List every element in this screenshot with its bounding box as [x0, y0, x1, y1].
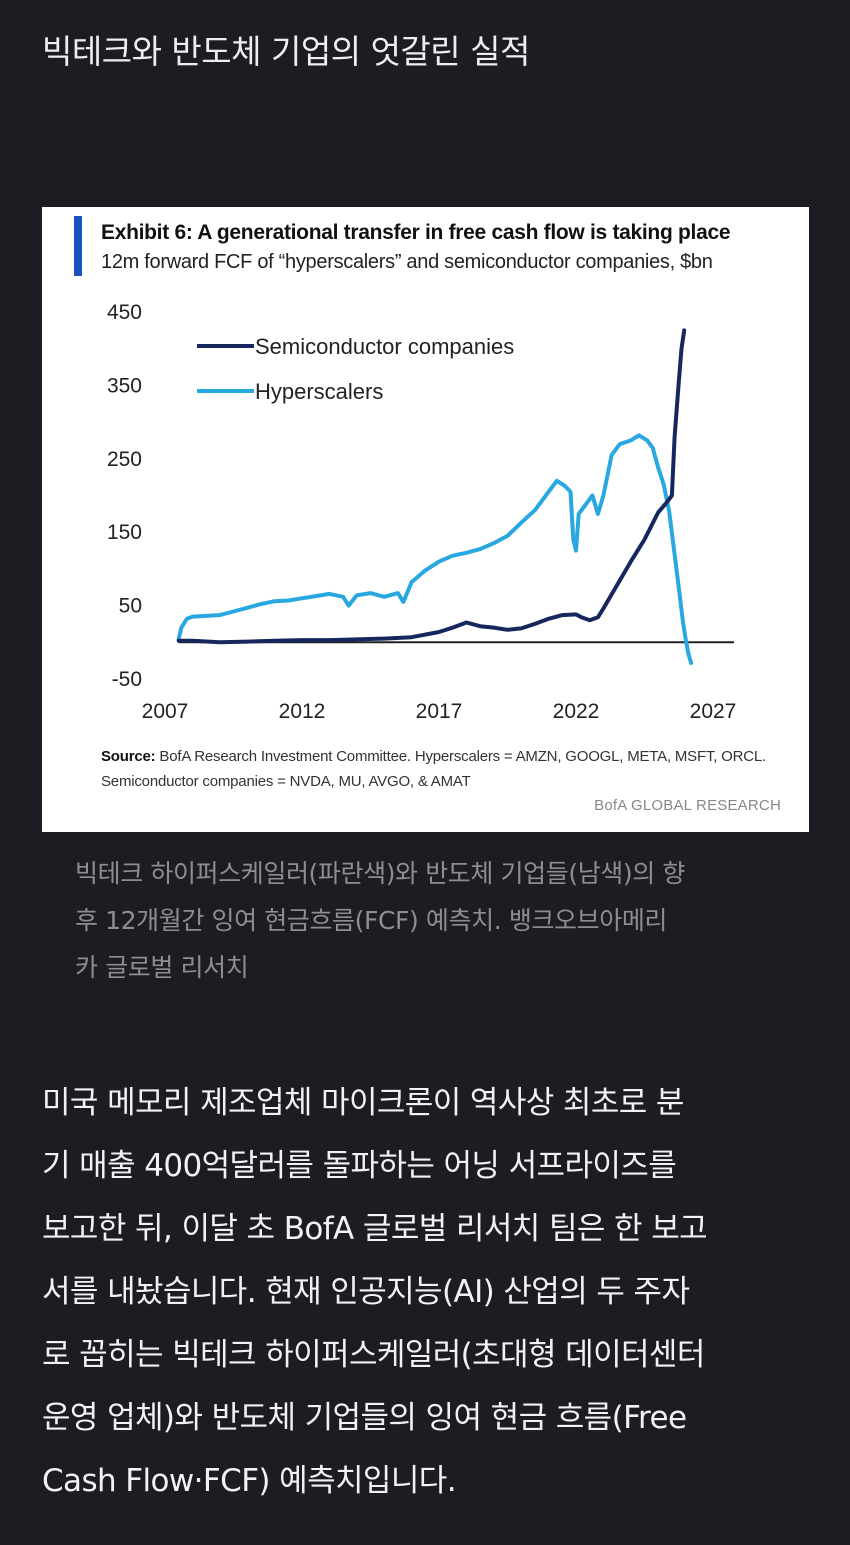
x-tick-label: 2022: [553, 700, 600, 723]
article-headline: 빅테크와 반도체 기업의 엇갈린 실적: [42, 32, 530, 71]
y-tick-label: 250: [107, 448, 142, 471]
chart-image: Exhibit 6: A generational transfer in fr…: [42, 207, 809, 832]
legend-label: Semiconductor companies: [255, 334, 514, 359]
body-line: 보고한 뒤, 이달 초 BofA 글로벌 리서치 팀은 한 보고: [42, 1211, 708, 1247]
article-body: 미국 메모리 제조업체 마이크론이 역사상 최초로 분 기 매출 400억달러를…: [42, 1072, 832, 1513]
source-label: Source:: [101, 748, 156, 765]
y-tick-label: 150: [107, 521, 142, 544]
x-tick-label: 2027: [690, 700, 737, 723]
series-layer: [176, 328, 694, 665]
x-axis-ticks: 2007 2012 2017 2022 2027: [142, 700, 737, 723]
x-tick-label: 2007: [142, 700, 189, 723]
series-line-semiconductor: [176, 328, 687, 645]
body-line: Cash Flow·FCF) 예측치입니다.: [42, 1463, 457, 1499]
line-chart: 450 350 250 150 50 -50 2007 2012 2017 2022 2027 S…: [107, 301, 737, 723]
source-line-1: BofA Research Investment Committee. Hype…: [159, 748, 767, 765]
body-line: 서를 내놨습니다. 현재 인공지능(AI) 산업의 두 주자: [42, 1274, 690, 1310]
caption-line: 후 12개월간 잉여 현금흐름(FCF) 예측치. 뱅크오브아메리: [75, 906, 668, 935]
body-line: 운영 업체)와 반도체 기업들의 잉여 현금 흐름(Free: [42, 1400, 687, 1436]
series-line-hyperscalers: [176, 433, 694, 665]
chart-subtitle: 12m forward FCF of “hyperscalers” and se…: [101, 251, 713, 273]
y-tick-label: 350: [107, 374, 142, 397]
body-line: 로 꼽히는 빅테크 하이퍼스케일러(초대형 데이터센터: [42, 1337, 705, 1373]
y-tick-label: 450: [107, 301, 142, 324]
caption-line: 카 글로벌 리서치: [75, 953, 249, 982]
x-tick-label: 2012: [279, 700, 326, 723]
body-line: 미국 메모리 제조업체 마이크론이 역사상 최초로 분: [42, 1085, 684, 1121]
body-line: 기 매출 400억달러를 돌파하는 어닝 서프라이즈를: [42, 1148, 677, 1184]
y-axis-ticks: 450 350 250 150 50 -50: [107, 301, 142, 691]
brand-label: BofA GLOBAL RESEARCH: [594, 797, 781, 814]
x-tick-label: 2017: [416, 700, 463, 723]
chart-title: Exhibit 6: A generational transfer in fr…: [101, 221, 731, 244]
legend: Semiconductor companies Hyperscalers: [197, 334, 514, 404]
source-line-2: Semiconductor companies = NVDA, MU, AVGO…: [101, 773, 471, 790]
y-tick-label: -50: [112, 668, 142, 691]
exhibit-accent-bar: [74, 216, 82, 276]
legend-label: Hyperscalers: [255, 379, 383, 404]
caption-line: 빅테크 하이퍼스케일러(파란색)와 반도체 기업들(남색)의 향: [75, 859, 686, 888]
source-note: Source: BofA Research Investment Committ…: [101, 748, 766, 765]
y-tick-label: 50: [119, 595, 142, 618]
image-caption: 빅테크 하이퍼스케일러(파란색)와 반도체 기업들(남색)의 향 후 12개월간…: [75, 850, 795, 991]
